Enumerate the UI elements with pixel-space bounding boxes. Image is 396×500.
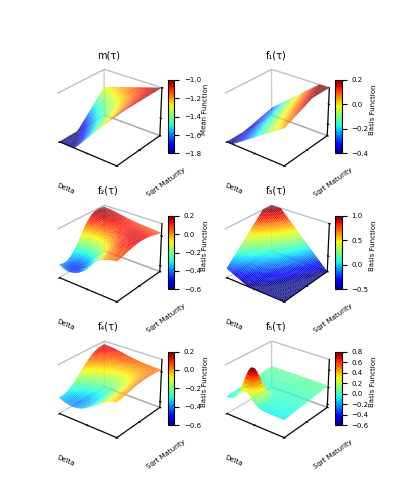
X-axis label: Delta: Delta (56, 183, 76, 196)
Title: f₃(τ): f₃(τ) (266, 186, 286, 196)
X-axis label: Delta: Delta (56, 454, 76, 468)
Y-axis label: Sqrt Maturity: Sqrt Maturity (145, 302, 186, 334)
Title: m(τ): m(τ) (97, 50, 120, 60)
Y-axis label: Sqrt Maturity: Sqrt Maturity (313, 438, 354, 470)
Title: f₄(τ): f₄(τ) (98, 322, 119, 332)
X-axis label: Delta: Delta (56, 318, 76, 332)
X-axis label: Delta: Delta (224, 183, 243, 196)
Title: f₂(τ): f₂(τ) (98, 186, 119, 196)
Title: f₅(τ): f₅(τ) (266, 322, 286, 332)
X-axis label: Delta: Delta (224, 318, 243, 332)
X-axis label: Delta: Delta (224, 454, 243, 468)
Y-axis label: Sqrt Maturity: Sqrt Maturity (145, 166, 186, 198)
Y-axis label: Sqrt Maturity: Sqrt Maturity (313, 302, 354, 334)
Title: f₁(τ): f₁(τ) (266, 50, 286, 60)
Y-axis label: Sqrt Maturity: Sqrt Maturity (145, 438, 186, 470)
Y-axis label: Sqrt Maturity: Sqrt Maturity (313, 166, 354, 198)
